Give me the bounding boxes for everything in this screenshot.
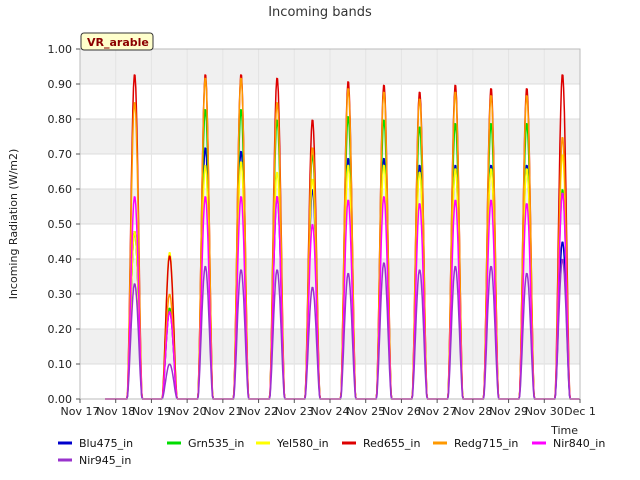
legend-label: Nir840_in: [553, 437, 605, 450]
y-tick-label: 0.40: [48, 253, 73, 266]
legend-label: Red655_in: [363, 437, 420, 450]
chart-title: Incoming bands: [268, 5, 372, 20]
y-tick-label: 0.70: [48, 148, 73, 161]
x-tick-label: Nov 17: [61, 405, 100, 418]
x-axis-title: Time: [550, 424, 578, 437]
x-tick-label: Nov 30: [525, 405, 564, 418]
x-tick-label: Nov 29: [489, 405, 528, 418]
y-tick-label: 0.80: [48, 113, 73, 126]
y-tick-label: 0.50: [48, 218, 73, 231]
y-tick-label: 0.10: [48, 358, 73, 371]
x-tick-label: Nov 24: [311, 405, 350, 418]
x-tick-label: Nov 19: [132, 405, 171, 418]
y-axis-title: Incoming Radiation (W/m2): [7, 149, 20, 300]
y-tick-label: 0.90: [48, 78, 73, 91]
y-tick-label: 0.60: [48, 183, 73, 196]
legend-label: Blu475_in: [79, 437, 133, 450]
y-tick-label: 1.00: [48, 43, 73, 56]
y-tick-label: 0.00: [48, 393, 73, 406]
x-tick-label: Nov 20: [168, 405, 207, 418]
x-tick-label: Nov 22: [239, 405, 278, 418]
legend-label: Grn535_in: [188, 437, 244, 450]
x-tick-label: Nov 27: [418, 405, 457, 418]
x-tick-label: Nov 26: [382, 405, 421, 418]
x-tick-label: Nov 28: [453, 405, 492, 418]
x-tick-label: Nov 21: [203, 405, 242, 418]
legend-label: Yel580_in: [276, 437, 329, 450]
site-badge: VR_arable: [80, 32, 154, 51]
legend-label: Nir945_in: [79, 454, 131, 467]
y-tick-label: 0.30: [48, 288, 73, 301]
legend: Blu475_in Grn535_in Yel580_in Red655_in Redg…: [58, 437, 605, 467]
x-tick-label: Nov 23: [275, 405, 314, 418]
x-tick-label: Nov 25: [346, 405, 385, 418]
legend-label: Redg715_in: [454, 437, 518, 450]
y-tick-label: 0.20: [48, 323, 73, 336]
x-tick-label: Nov 18: [96, 405, 135, 418]
site-badge-label: VR_arable: [87, 36, 149, 49]
x-tick-label: Dec 1: [564, 405, 596, 418]
